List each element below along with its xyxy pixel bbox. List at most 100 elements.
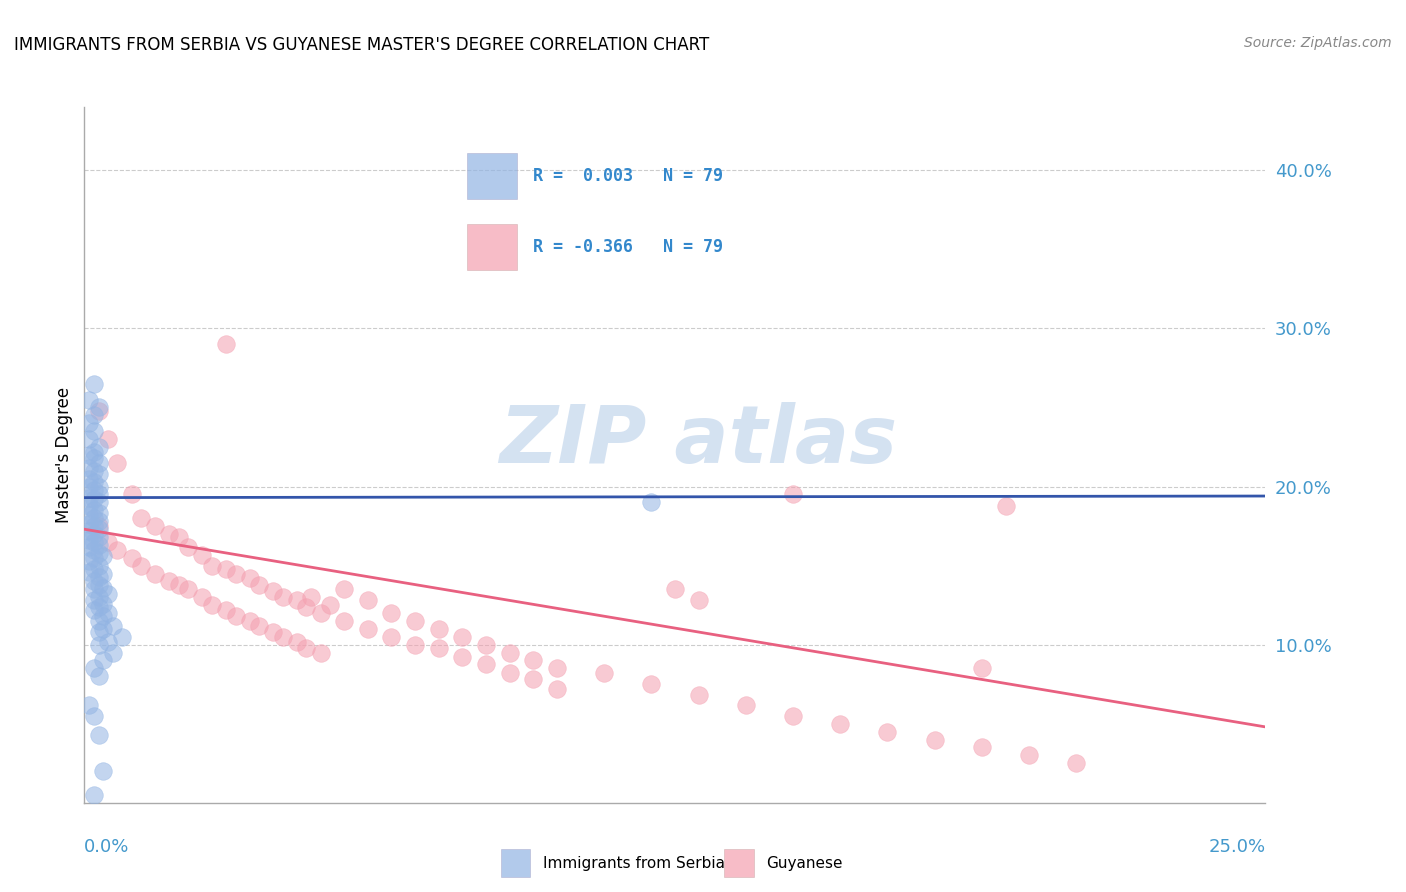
- Point: [111, 630, 134, 644]
- Point: [87, 625, 110, 640]
- Point: [498, 646, 520, 660]
- Y-axis label: Master's Degree: Master's Degree: [55, 387, 73, 523]
- Point: [87, 456, 110, 470]
- Text: 25.0%: 25.0%: [1208, 838, 1265, 855]
- Text: 0.0%: 0.0%: [84, 838, 129, 855]
- Point: [83, 542, 105, 557]
- Point: [177, 540, 200, 554]
- Point: [97, 534, 120, 549]
- Point: [77, 517, 100, 532]
- Point: [427, 640, 450, 655]
- Point: [87, 440, 110, 454]
- Point: [167, 530, 190, 544]
- Point: [201, 558, 224, 573]
- Point: [285, 593, 308, 607]
- Point: [83, 574, 105, 589]
- Point: [87, 467, 110, 481]
- Point: [107, 542, 129, 557]
- Point: [87, 591, 110, 605]
- Point: [215, 562, 238, 576]
- Point: [247, 618, 270, 632]
- Point: [77, 448, 100, 462]
- Text: Guyanese: Guyanese: [766, 855, 842, 871]
- Point: [97, 634, 120, 648]
- Point: [475, 638, 498, 652]
- Point: [427, 622, 450, 636]
- Point: [451, 650, 474, 665]
- Point: [87, 403, 110, 417]
- Point: [91, 653, 114, 667]
- Point: [87, 577, 110, 591]
- Point: [83, 424, 105, 438]
- Point: [404, 614, 426, 628]
- Point: [167, 577, 190, 591]
- Point: [77, 392, 100, 407]
- Point: [91, 597, 114, 611]
- Point: [83, 562, 105, 576]
- Point: [309, 606, 332, 620]
- Point: [87, 546, 110, 560]
- Point: [77, 460, 100, 475]
- Point: [87, 614, 110, 628]
- Point: [225, 566, 247, 581]
- Point: [239, 571, 262, 585]
- FancyBboxPatch shape: [724, 849, 754, 877]
- Point: [295, 640, 318, 655]
- Point: [83, 593, 105, 607]
- Point: [688, 593, 710, 607]
- Point: [77, 472, 100, 486]
- Point: [91, 622, 114, 636]
- Point: [734, 698, 756, 712]
- Point: [640, 495, 662, 509]
- Text: R =  0.003   N = 79: R = 0.003 N = 79: [533, 167, 723, 186]
- Point: [404, 638, 426, 652]
- Point: [129, 558, 152, 573]
- Point: [1018, 748, 1040, 763]
- Point: [299, 591, 322, 605]
- Point: [77, 479, 100, 493]
- Point: [91, 581, 114, 595]
- Point: [239, 614, 262, 628]
- Point: [87, 479, 110, 493]
- Point: [87, 599, 110, 614]
- Point: [546, 661, 568, 675]
- Point: [593, 666, 616, 681]
- Point: [177, 582, 200, 597]
- Point: [121, 550, 143, 565]
- Point: [451, 630, 474, 644]
- Point: [121, 487, 143, 501]
- Point: [640, 677, 662, 691]
- Point: [380, 630, 402, 644]
- Point: [77, 491, 100, 505]
- Point: [77, 508, 100, 522]
- Point: [91, 549, 114, 563]
- Text: IMMIGRANTS FROM SERBIA VS GUYANESE MASTER'S DEGREE CORRELATION CHART: IMMIGRANTS FROM SERBIA VS GUYANESE MASTE…: [14, 36, 709, 54]
- Point: [87, 638, 110, 652]
- Point: [83, 603, 105, 617]
- Point: [262, 625, 284, 640]
- Point: [77, 698, 100, 712]
- Point: [87, 669, 110, 683]
- Point: [91, 566, 114, 581]
- Point: [83, 519, 105, 533]
- Point: [129, 511, 152, 525]
- Point: [87, 538, 110, 552]
- Point: [87, 570, 110, 584]
- Point: [782, 708, 804, 723]
- Point: [546, 681, 568, 696]
- Point: [271, 591, 294, 605]
- Point: [77, 554, 100, 568]
- Point: [782, 487, 804, 501]
- Point: [380, 606, 402, 620]
- Point: [664, 582, 686, 597]
- Point: [87, 514, 110, 528]
- Point: [215, 603, 238, 617]
- FancyBboxPatch shape: [467, 153, 516, 199]
- Point: [87, 487, 110, 501]
- Point: [83, 661, 105, 675]
- Point: [101, 646, 124, 660]
- Point: [688, 688, 710, 702]
- Point: [1066, 756, 1088, 771]
- Point: [309, 646, 332, 660]
- Point: [87, 401, 110, 415]
